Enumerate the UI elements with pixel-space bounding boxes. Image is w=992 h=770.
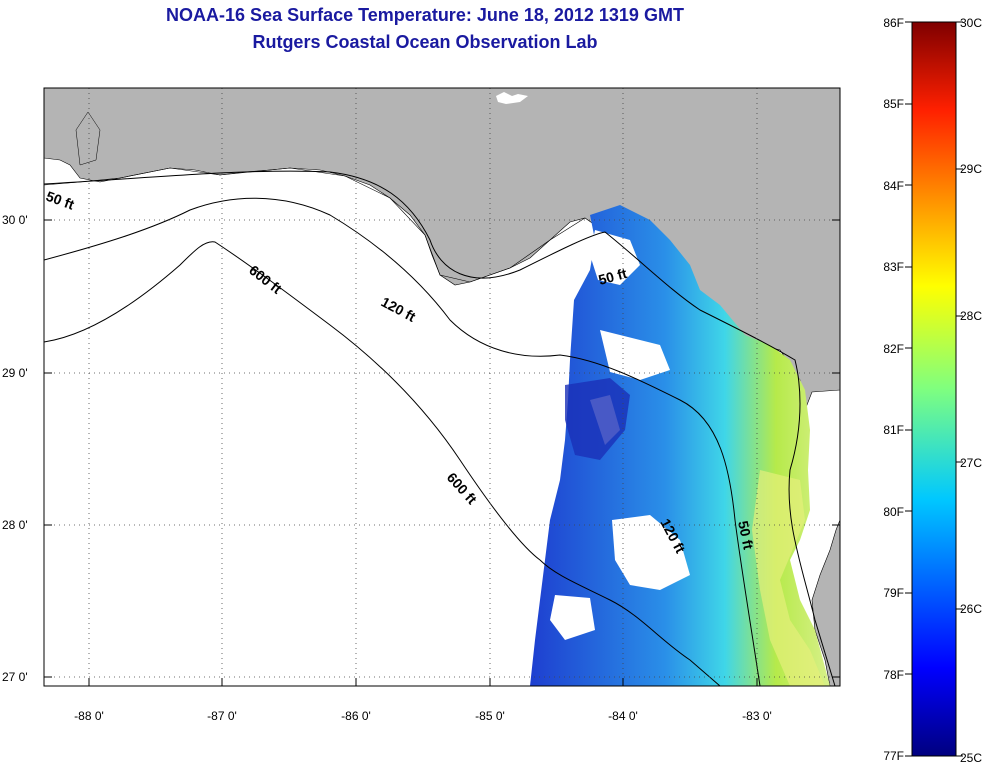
axis-ticks [44, 219, 840, 686]
contour-600ft [44, 241, 721, 686]
colorbar-c-label: 27C [960, 456, 982, 470]
colorbar-f-label: 85F [883, 97, 904, 111]
lon-label: -84 0' [608, 709, 638, 723]
colorbar-f-label: 86F [883, 16, 904, 30]
lat-label: 27 0' [2, 670, 28, 684]
colorbar-f-label: 81F [883, 423, 904, 437]
lon-label: -88 0' [74, 709, 104, 723]
colorbar-f-label: 83F [883, 260, 904, 274]
colorbar-f-label: 84F [883, 179, 904, 193]
lat-label: 29 0' [2, 366, 28, 380]
lat-label: 30 0' [2, 213, 28, 227]
lat-label: 28 0' [2, 518, 28, 532]
colorbar-f-label: 77F [883, 749, 904, 763]
colorbar-c-label: 29C [960, 162, 982, 176]
colorbar-c-label: 26C [960, 602, 982, 616]
colorbar-f-label: 80F [883, 505, 904, 519]
colorbar-c-label: 25C [960, 751, 982, 765]
colorbar-f-label: 79F [883, 586, 904, 600]
contour-label: 50 ft [597, 265, 629, 288]
color-scale-bar [911, 21, 957, 757]
map-frame [43, 87, 841, 687]
contour-50ft [44, 170, 836, 686]
lon-label: -86 0' [341, 709, 371, 723]
map-subtitle: Rutgers Coastal Ocean Observation Lab [252, 32, 598, 52]
lon-label: -87 0' [207, 709, 237, 723]
sst-swath [530, 205, 830, 686]
colorbar-c-label: 28C [960, 309, 982, 323]
map-title: NOAA-16 Sea Surface Temperature: June 18… [166, 5, 684, 25]
contour-label: 50 ft [735, 519, 757, 551]
contour-120ft [44, 197, 761, 686]
lon-label: -83 0' [742, 709, 772, 723]
colorbar-ticks [905, 21, 963, 757]
colorbar-f-label: 78F [883, 668, 904, 682]
lon-label: -85 0' [475, 709, 505, 723]
colorbar-f-label: 82F [883, 342, 904, 356]
colorbar-c-label: 30C [960, 16, 982, 30]
